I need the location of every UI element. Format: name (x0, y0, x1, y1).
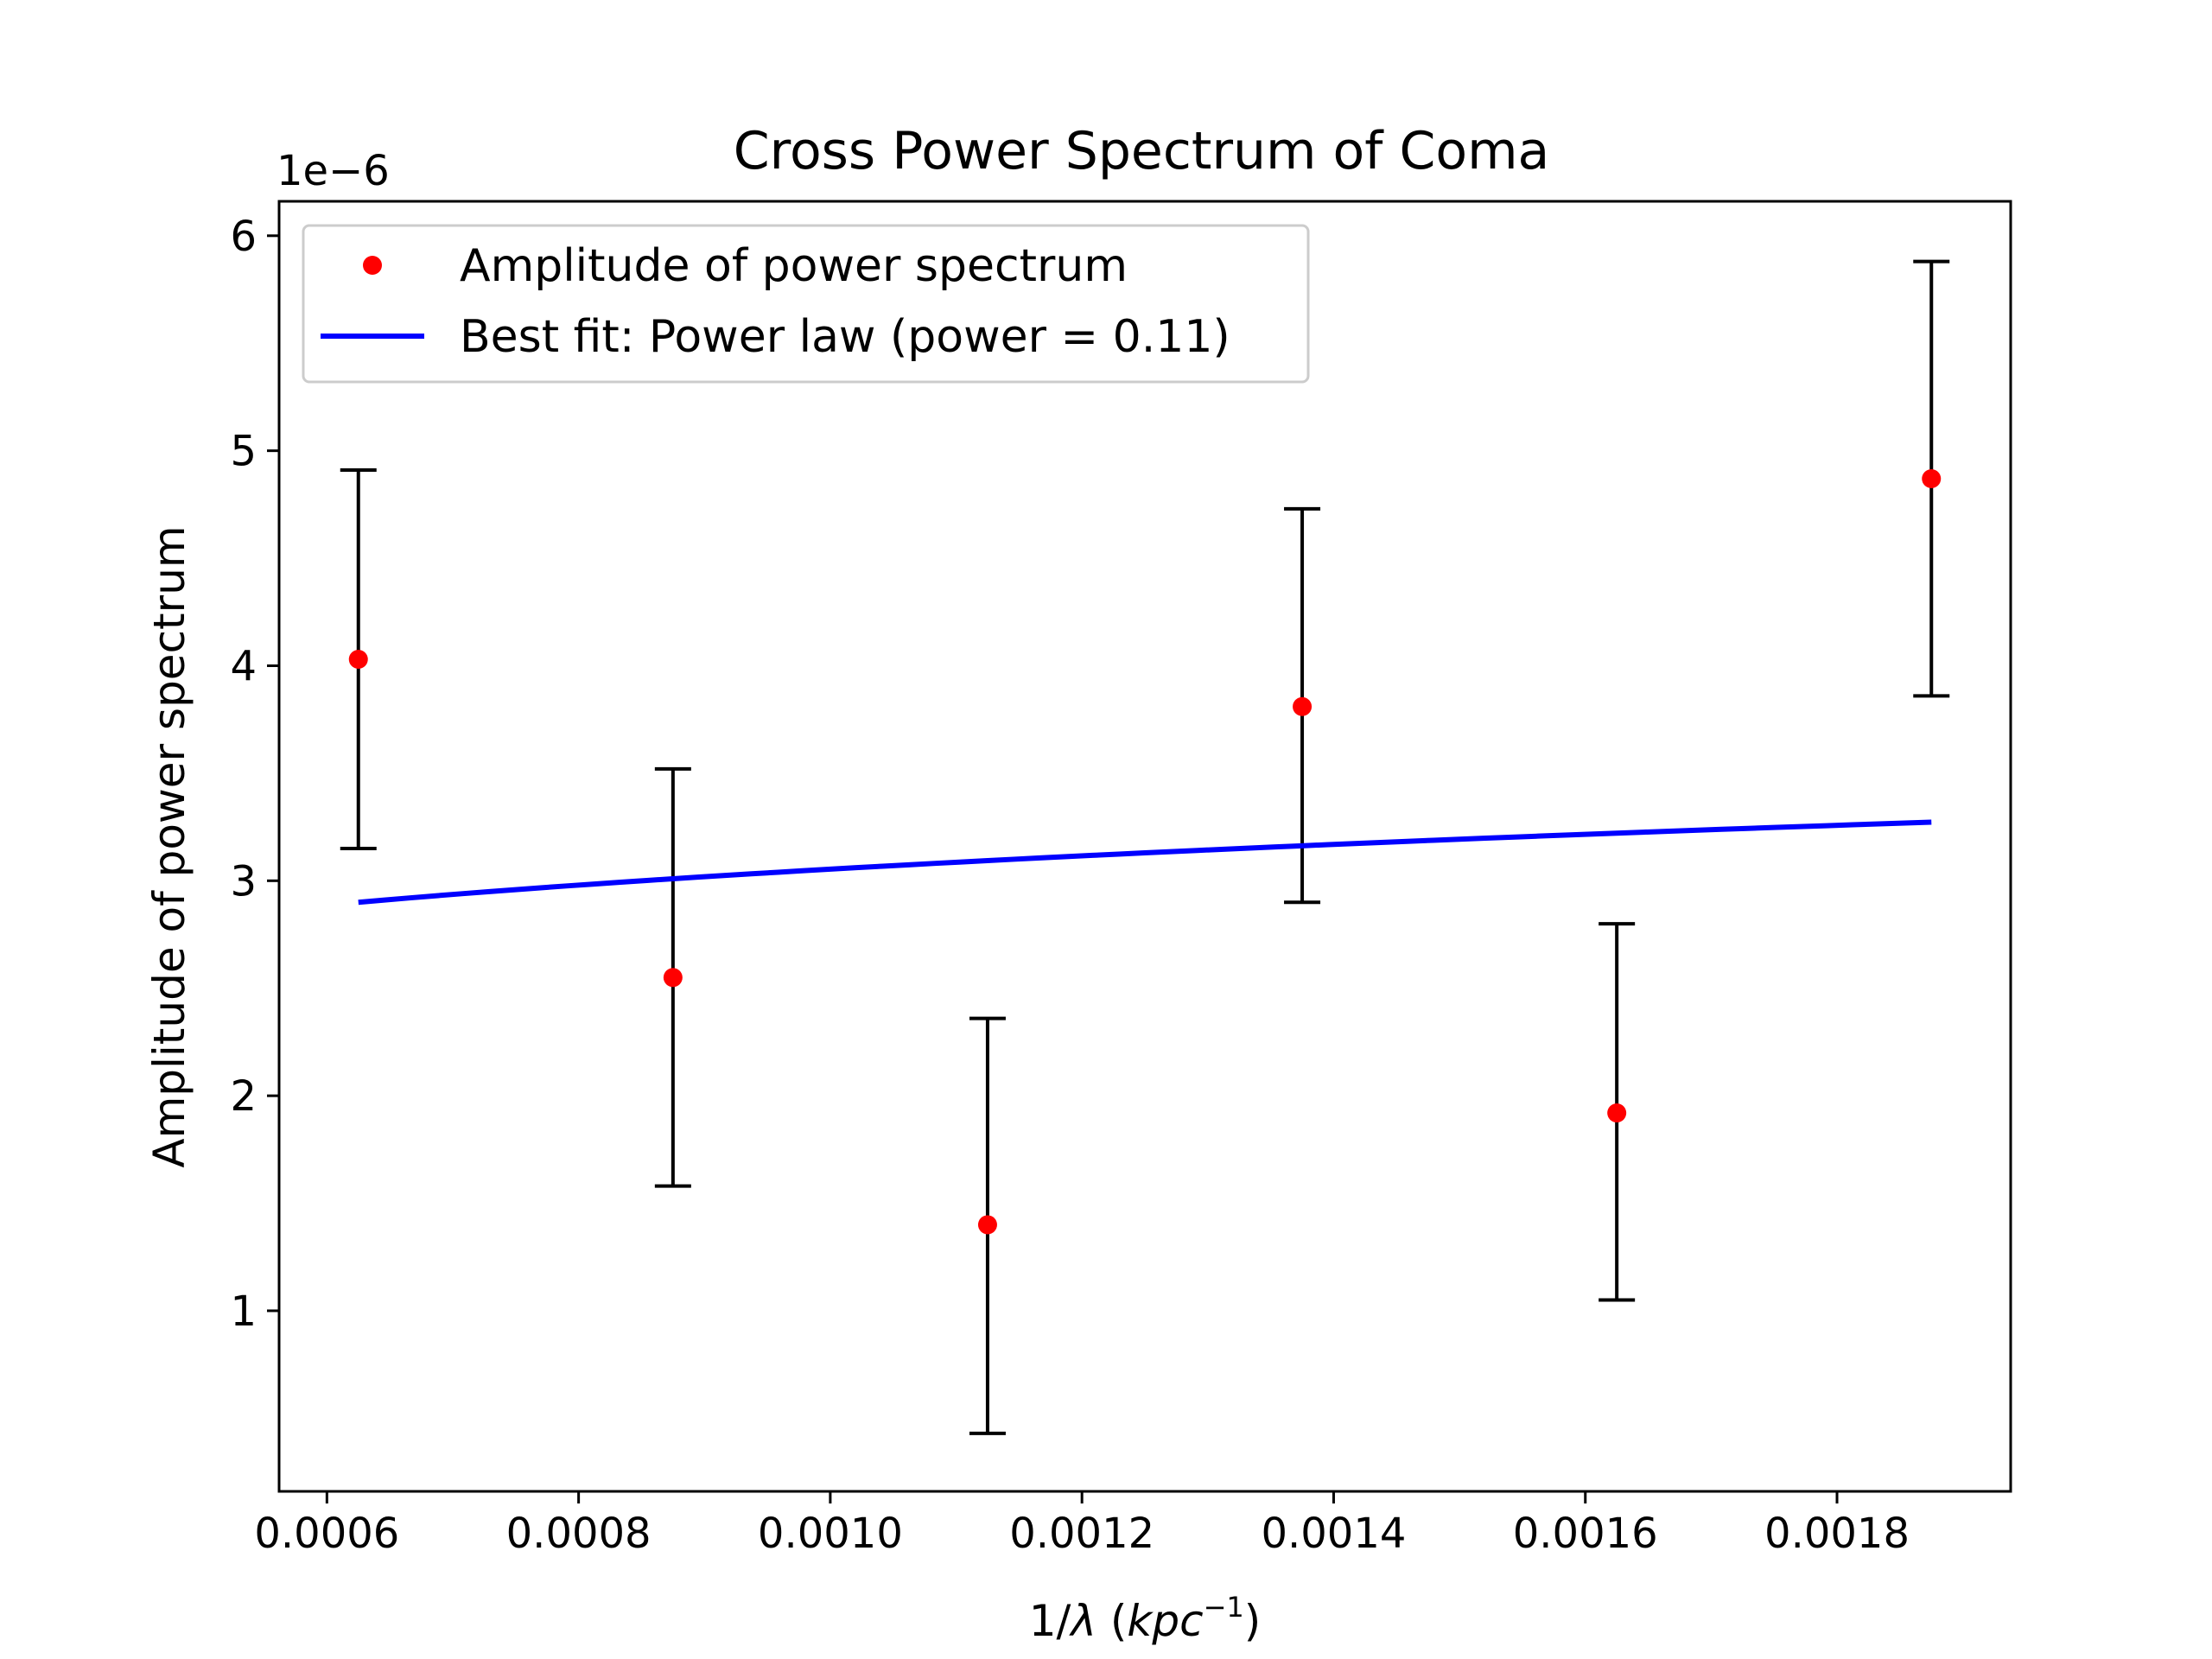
y-axis-label: Amplitude of power spectrum (144, 525, 194, 1167)
x-axis: 0.0006 0.0008 0.0010 0.0012 0.0014 0.0016 0.00… (254, 1491, 1910, 1558)
data-point (663, 968, 683, 988)
data-point (1607, 1103, 1627, 1123)
y-tick-label: 2 (230, 1072, 257, 1121)
y-tick-label: 5 (230, 428, 257, 476)
legend-label-amplitude: Amplitude of power spectrum (460, 240, 1128, 292)
best-fit-line (358, 819, 1932, 906)
x-tick-label: 0.0008 (506, 1510, 652, 1558)
data-point (977, 1215, 997, 1235)
y-offset-label: 1e−6 (276, 147, 390, 195)
x-tick-label: 0.0014 (1261, 1510, 1406, 1558)
y-tick-label: 1 (230, 1287, 257, 1336)
x-tick-label: 0.0006 (254, 1510, 399, 1558)
y-axis: 1 2 3 4 5 6 (230, 213, 279, 1336)
plot-area (340, 259, 1950, 1435)
y-tick-label: 4 (230, 642, 257, 690)
legend-label-best-fit: Best fit: Power law (power = 0.11) (460, 311, 1230, 363)
x-tick-label: 0.0010 (758, 1510, 903, 1558)
x-tick-label: 0.0018 (1764, 1510, 1910, 1558)
chart-title: Cross Power Spectrum of Coma (734, 121, 1550, 181)
x-tick-label: 0.0016 (1513, 1510, 1658, 1558)
x-tick-label: 0.0012 (1009, 1510, 1154, 1558)
data-point (348, 650, 368, 670)
legend-marker-amplitude (363, 256, 382, 275)
legend-box (302, 224, 1310, 384)
y-tick-label: 6 (230, 213, 257, 261)
axes-frame (277, 200, 2012, 1493)
data-point (1922, 468, 1942, 488)
y-tick-label: 3 (230, 857, 257, 906)
data-point (1293, 696, 1313, 716)
x-axis-label: 1/λ (kpc−1) (1029, 1591, 1262, 1646)
legend: Amplitude of power spectrum Best fit: Po… (302, 224, 1310, 384)
